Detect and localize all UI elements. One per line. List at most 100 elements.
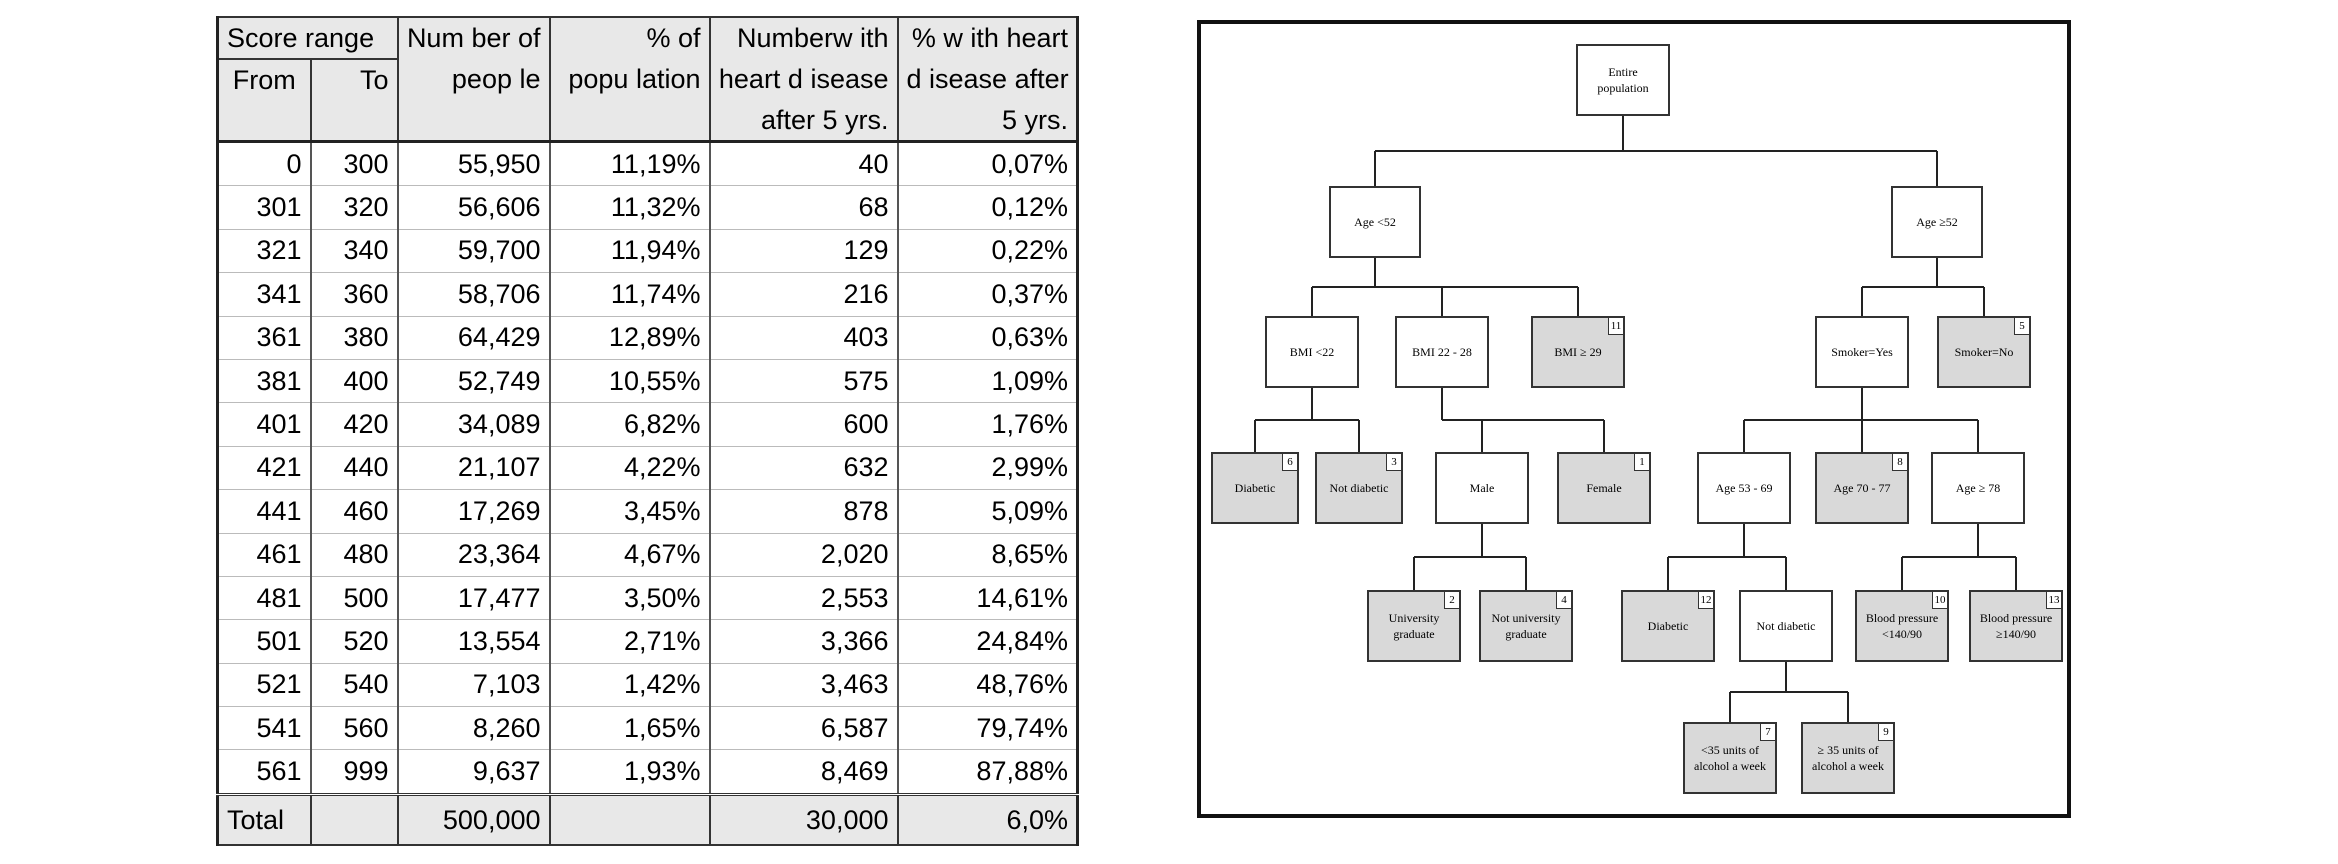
score-from-cell: 481	[216, 576, 312, 621]
score-to-cell: 500	[309, 576, 399, 621]
with-heart-disease-cell: 878	[708, 489, 899, 534]
tree-connector-lines	[1254, 116, 2017, 722]
header-from: From	[216, 59, 312, 100]
score-to-cell: 560	[309, 706, 399, 751]
tree-node-not-diabetic-b: Not diabetic	[1739, 590, 1833, 662]
tree-node-number-tag: 2	[1444, 591, 1460, 609]
tree-node-label-line: Diabetic	[1647, 618, 1689, 633]
pct-population-cell: 10,55%	[548, 359, 711, 404]
pct-heart-disease-cell: 0,07%	[896, 141, 1079, 187]
tree-node-number-tag: 13	[2046, 591, 2062, 609]
tree-node-label-line: <35 units of	[1700, 742, 1760, 757]
with-heart-disease-cell: 575	[708, 359, 899, 404]
tree-node-number-tag: 5	[2014, 317, 2030, 335]
tree-node-label-line: ≥140/90	[1996, 627, 2036, 641]
score-from-cell: 301	[216, 185, 312, 230]
score-to-cell: 380	[309, 316, 399, 360]
table-row: 381 400 52,749 10,55% 575 1,09%	[216, 359, 1079, 404]
with-heart-disease-cell: 3,366	[708, 619, 899, 664]
tree-node-label-line: population	[1597, 81, 1649, 95]
total-pct-hd: 6,0%	[896, 793, 1079, 846]
with-heart-disease-cell: 129	[708, 229, 899, 274]
with-heart-disease-cell: 8,469	[708, 749, 899, 796]
pct-population-cell: 1,65%	[548, 706, 711, 751]
tree-node-label: BMI <22	[1290, 344, 1334, 360]
tree-node-bp-lt: Blood pressure <140/90 10	[1855, 590, 1949, 662]
pct-population-cell: 6,82%	[548, 402, 711, 447]
score-from-cell: 441	[216, 489, 312, 534]
tree-node-diabetic-a: Diabetic 6	[1211, 452, 1299, 524]
pct-heart-disease-cell: 87,88%	[896, 749, 1079, 796]
with-heart-disease-cell: 2,020	[708, 533, 899, 577]
tree-node-number-tag: 11	[1608, 317, 1624, 335]
tree-node-label: BMI ≥ 29	[1554, 344, 1601, 360]
table-row: 341 360 58,706 11,74% 216 0,37%	[216, 272, 1079, 317]
tree-node-label-line: <140/90	[1881, 627, 1923, 641]
header-number-with-hd-1: Numberw ith	[708, 16, 899, 59]
pct-heart-disease-cell: 5,09%	[896, 489, 1079, 534]
total-label: Total	[216, 793, 312, 846]
score-table: Score range Num ber of % of Numberw ith …	[216, 16, 1079, 846]
people-cell: 58,706	[396, 272, 551, 317]
tree-node-label-line: Diabetic	[1234, 480, 1276, 495]
pct-population-cell: 1,93%	[548, 749, 711, 796]
tree-node-label: Smoker=Yes	[1831, 344, 1893, 360]
pct-heart-disease-cell: 14,61%	[896, 576, 1079, 621]
header-number-with-hd-3: after 5 yrs.	[708, 100, 899, 143]
tree-node-female: Female 1	[1557, 452, 1651, 524]
pct-population-cell: 11,94%	[548, 229, 711, 274]
tree-node-age-70-77: Age 70 - 77 8	[1815, 452, 1909, 524]
tree-node-label-line: Smoker=Yes	[1831, 344, 1893, 359]
pct-population-cell: 4,67%	[548, 533, 711, 577]
score-to-cell: 480	[309, 533, 399, 577]
people-cell: 52,749	[396, 359, 551, 404]
tree-node-label-line: Female	[1586, 480, 1622, 495]
tree-node-root: Entire population	[1576, 44, 1670, 116]
pct-heart-disease-cell: 48,76%	[896, 663, 1079, 708]
tree-node-label-line: ≥ 35 units of	[1817, 742, 1879, 757]
pct-population-cell: 4,22%	[548, 446, 711, 491]
header-blank	[548, 100, 711, 143]
tree-node-alcohol-lt-35: <35 units of alcohol a week 7	[1683, 722, 1777, 794]
tree-node-label: Blood pressure ≥140/90	[1980, 610, 2052, 642]
tree-node-label-line: BMI <22	[1289, 344, 1335, 359]
with-heart-disease-cell: 600	[708, 402, 899, 447]
tree-node-label-line: alcohol a week	[1812, 759, 1884, 773]
tree-node-label-line: Smoker=No	[1954, 344, 2014, 359]
tree-node-number-tag: 10	[1932, 591, 1948, 609]
tree-node-label: Diabetic	[1648, 618, 1689, 634]
score-from-cell: 321	[216, 229, 312, 274]
tree-node-not-diabetic-a: Not diabetic 3	[1315, 452, 1403, 524]
table-row: 561 999 9,637 1,93% 8,469 87,88%	[216, 749, 1079, 796]
tree-node-label-line: Not diabetic	[1329, 480, 1389, 495]
score-from-cell: 461	[216, 533, 312, 577]
tree-node-label-line: Blood pressure	[1979, 610, 2053, 625]
tree-node-label-line: BMI 22 - 28	[1412, 344, 1472, 359]
score-to-cell: 340	[309, 229, 399, 274]
tree-node-alcohol-ge-35: ≥ 35 units of alcohol a week 9	[1801, 722, 1895, 794]
tree-node-label: <35 units of alcohol a week	[1694, 742, 1766, 774]
pct-population-cell: 11,32%	[548, 185, 711, 230]
people-cell: 9,637	[396, 749, 551, 796]
total-people: 500,000	[396, 793, 551, 846]
tree-node-age-ge-78: Age ≥ 78	[1931, 452, 2025, 524]
tree-node-smoker-no: Smoker=No 5	[1937, 316, 2031, 388]
people-cell: 59,700	[396, 229, 551, 274]
header-pct-population-1: % of	[548, 16, 711, 59]
tree-node-label: Blood pressure <140/90	[1866, 610, 1938, 642]
tree-node-bmi-lt-22: BMI <22	[1265, 316, 1359, 388]
score-to-cell: 300	[309, 141, 399, 187]
table-row: 441 460 17,269 3,45% 878 5,09%	[216, 489, 1079, 534]
table-row: 501 520 13,554 2,71% 3,366 24,84%	[216, 619, 1079, 664]
pct-population-cell: 3,45%	[548, 489, 711, 534]
tree-node-diabetic-b: Diabetic 12	[1621, 590, 1715, 662]
decision-tree-panel: Entire population Age <52 Age ≥52 BMI <22 BMI…	[1197, 20, 2071, 818]
header-score-range: Score range	[216, 16, 399, 60]
tree-node-label: Entire population	[1597, 64, 1648, 96]
table-row: 461 480 23,364 4,67% 2,020 8,65%	[216, 533, 1079, 577]
score-to-cell: 520	[309, 619, 399, 664]
tree-node-number-tag: 1	[1634, 453, 1650, 471]
tree-node-number-tag: 7	[1760, 723, 1776, 741]
people-cell: 8,260	[396, 706, 551, 751]
tree-node-label-line: Blood pressure	[1865, 610, 1939, 625]
